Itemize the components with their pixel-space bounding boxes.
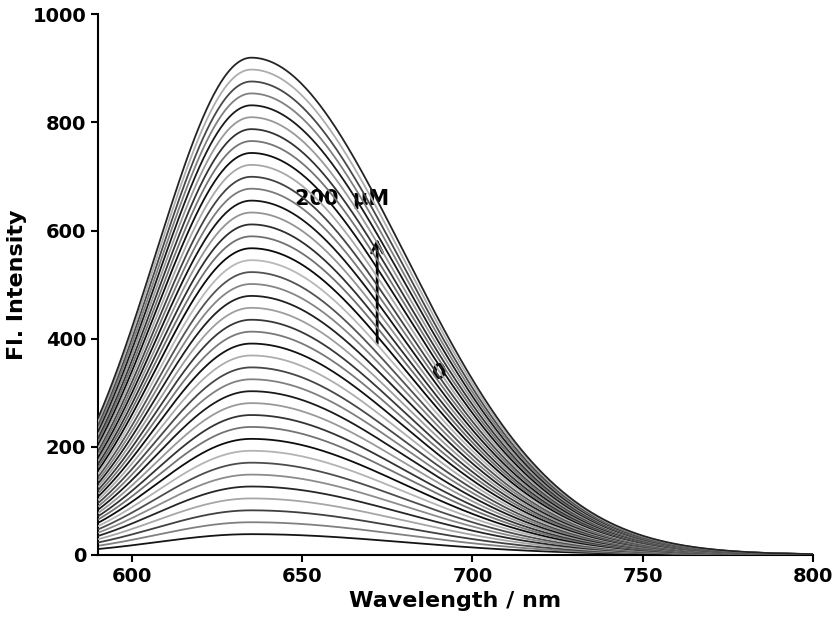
- Text: 200  μM: 200 μM: [296, 189, 390, 209]
- Y-axis label: Fl. Intensity: Fl. Intensity: [7, 210, 27, 360]
- X-axis label: Wavelength / nm: Wavelength / nm: [349, 591, 561, 611]
- Text: 0: 0: [432, 363, 446, 383]
